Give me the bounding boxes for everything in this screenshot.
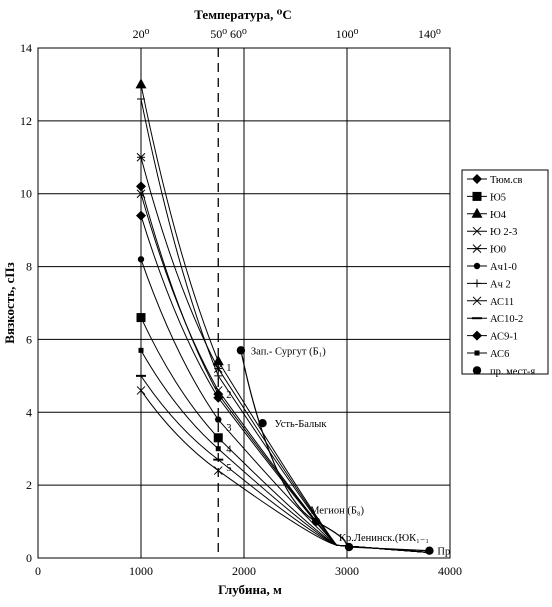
annotation-label: Усть-Балык (275, 419, 328, 430)
square-marker (213, 433, 223, 443)
annotation-label: Зап.- Сургут (Б₁) (251, 346, 326, 357)
plus-marker (137, 95, 145, 103)
diamond-marker (472, 174, 482, 184)
top-tick-label: 100⁰ (336, 27, 359, 41)
triangle-marker (212, 355, 224, 366)
series-curve (140, 350, 430, 554)
circle-marker (236, 346, 246, 355)
legend-label: АС11 (490, 297, 514, 308)
legend-label: АС10-2 (490, 314, 523, 325)
circle-marker (215, 416, 222, 423)
y-tick-label: 0 (26, 551, 32, 565)
marker-stroke (213, 466, 223, 475)
diamond-marker (213, 392, 224, 403)
y-tick-label: 4 (26, 405, 32, 419)
curves (140, 84, 430, 554)
legend-label: Ач 2 (490, 279, 511, 290)
annotation-label: Кр.Ленинск.(ЮК₁₋₁ (339, 533, 429, 544)
series-curve (140, 259, 430, 554)
series-curve (140, 186, 430, 554)
top-tick-label: 20⁰ (133, 27, 150, 41)
y-tick-label: 10 (20, 187, 32, 201)
marker-stroke (136, 189, 146, 199)
grid (37, 47, 451, 559)
curve-number-label: 2 (226, 390, 231, 401)
x-marker (472, 296, 482, 306)
x-axis-title: Глубина, м (218, 582, 282, 597)
y-tick-label: 8 (26, 260, 32, 274)
legend-label: АС9-1 (490, 332, 518, 343)
x-marker (213, 386, 223, 395)
marker-stroke (136, 386, 146, 395)
y-tick-label: 14 (20, 41, 32, 55)
legend-label: Ю5 (490, 192, 506, 203)
top-tick-label: 140⁰ (418, 27, 441, 41)
x-tick-label: 2000 (232, 564, 256, 578)
y-tick-label: 6 (26, 332, 32, 346)
x-tick-label: 0 (35, 564, 41, 578)
diamond-marker (472, 330, 482, 341)
annotations: 1 2 3 4 5 Зап.- Сургут (Б₁) Усть-Балык Мегион (… (226, 346, 450, 557)
circle-marker (472, 366, 482, 375)
square-marker (474, 350, 480, 356)
legend-box (461, 169, 549, 375)
plot-frame (37, 47, 451, 559)
circle-marker (137, 256, 145, 263)
x-marker (213, 466, 223, 475)
marker-stroke (472, 296, 482, 306)
series-curve (140, 193, 430, 554)
top-tick-label: 50⁰ 60⁰ (210, 27, 247, 41)
annotation-label: Мегион (Б₈) (310, 506, 364, 517)
square-marker (215, 446, 221, 452)
field-curve (240, 350, 430, 552)
legend-label: Тюм.св (490, 175, 523, 186)
legend-label: пр. мест-я (490, 366, 535, 377)
circle-marker (311, 517, 321, 526)
legend-label: Ю0 (490, 245, 506, 256)
plus-marker (473, 279, 481, 288)
legend-label: Ю4 (490, 210, 507, 221)
legend-label: Ач1-0 (490, 262, 517, 273)
diamond-marker (136, 210, 146, 221)
curve-number-label: 5 (226, 463, 231, 474)
x-tick-label: 3000 (335, 564, 359, 578)
plus-marker (214, 371, 223, 380)
square-marker (138, 347, 144, 353)
curve-number-label: 1 (226, 363, 231, 374)
asterisk-marker (472, 244, 482, 253)
circle-marker (344, 542, 354, 552)
circle-marker (258, 419, 267, 428)
square-marker (472, 191, 482, 201)
x-marker (136, 189, 146, 199)
circle-marker (425, 546, 434, 555)
legend: Тюм.св Ю5 Ю4 Ю 2-3 Ю0 Ач1-0 Ач 2 АС11 АС10-2 АС9-… (461, 169, 549, 377)
triangle-marker (471, 207, 483, 218)
x-marker (472, 226, 482, 236)
y-tick-label: 12 (20, 114, 32, 128)
diamond-marker (136, 181, 146, 192)
triangle-marker (135, 78, 147, 89)
annotation-label: Пр (437, 547, 450, 558)
marker-stroke (213, 386, 223, 395)
circle-marker (473, 262, 481, 270)
series-curve (140, 375, 430, 554)
asterisk-marker (213, 364, 223, 373)
square-marker (136, 313, 146, 323)
x-tick-label: 1000 (129, 564, 153, 578)
x-marker (136, 386, 146, 395)
curve-number-label: 3 (226, 423, 231, 434)
marker-stroke (472, 226, 482, 236)
x-tick-label: 4000 (438, 564, 462, 578)
top-axis-title: Температура, ⁰С (194, 7, 291, 22)
y-tick-label: 2 (26, 478, 32, 492)
asterisk-marker (136, 152, 146, 162)
legend-label: Ю 2-3 (490, 227, 517, 238)
curve-number-label: 4 (226, 445, 232, 456)
y-axis-title: Вязкость, сПз (2, 262, 17, 343)
legend-label: АС6 (490, 349, 509, 360)
data-points (135, 78, 434, 555)
